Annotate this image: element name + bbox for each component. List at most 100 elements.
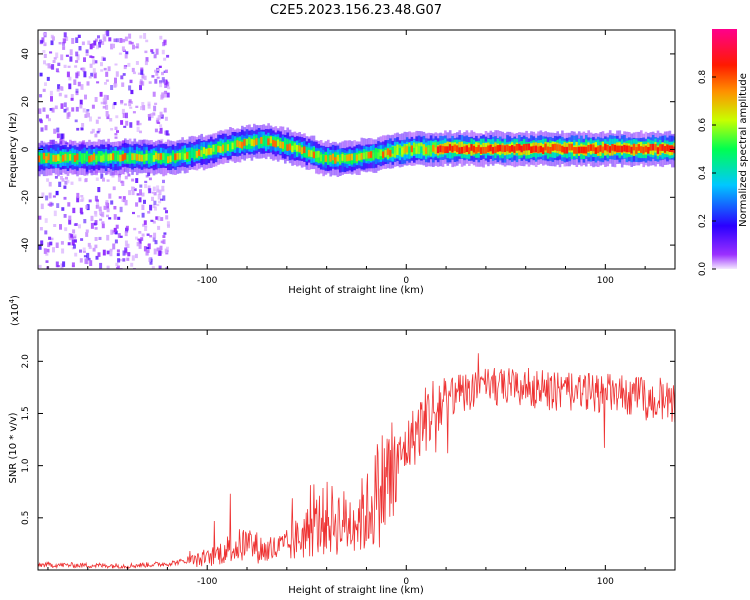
heatmap-noise-cell [48,192,52,199]
heatmap-noise-cell [87,40,91,45]
heatmap-ridge-cell [613,144,617,152]
heatmap-ridge-cell [587,145,590,152]
heatmap-noise-cell [51,64,55,70]
y-tick-label: -20 [21,190,31,205]
heatmap-ridge-cell [597,146,600,154]
heatmap-ridge-cell [284,143,287,151]
heatmap-noise-cell [156,76,160,79]
heatmap-noise-cell [94,133,98,138]
heatmap-ridge-cell [671,145,674,153]
heatmap-noise-cell [158,265,162,269]
heatmap-ridge-cell [537,146,540,154]
heatmap-ridge-cell [420,146,423,154]
heatmap-noise-cell [106,179,110,182]
colorbar-tick-label: 0.4 [698,166,708,181]
heatmap-noise-cell [84,178,88,182]
heatmap-noise-cell [117,216,121,220]
heatmap-noise-cell [78,177,82,182]
heatmap-noise-cell [99,262,103,269]
heatmap-noise-cell [130,41,134,45]
heatmap-ridge-cell [157,153,160,161]
heatmap-ridge-cell [269,136,273,144]
heatmap-noise-cell [143,246,147,252]
heatmap-ridge-cell [66,154,70,162]
heatmap-noise-cell [110,200,114,205]
heatmap-ridge-cell [276,139,280,147]
heatmap-ridge-cell [482,147,485,154]
heatmap-noise-cell [63,102,67,107]
heatmap-noise-cell [60,241,64,245]
x-tick-label: -100 [197,577,218,587]
heatmap-noise-cell [129,122,133,128]
heatmap-noise-cell [123,103,127,106]
heatmap-noise-cell [102,177,105,182]
heatmap-noise-cell [65,36,69,41]
heatmap-noise-cell [50,237,54,241]
heatmap-noise-cell [106,208,110,213]
heatmap-ridge-cell [651,143,655,151]
heatmap-ridge-cell [604,143,607,151]
heatmap-ridge-cell [494,146,497,154]
heatmap-ridge-cell [663,146,667,153]
heatmap-noise-cell [161,185,165,190]
heatmap-noise-cell [136,120,140,126]
heatmap-noise-cell [157,225,161,230]
heatmap-noise-cell [47,63,51,69]
heatmap-ridge-cell [298,145,301,153]
heatmap-noise-cell [165,215,169,220]
y-tick-label: 20 [21,96,31,108]
heatmap-ridge-cell [341,154,344,161]
heatmap-ridge-cell [202,147,206,154]
heatmap-noise-cell [58,181,62,187]
heatmap-noise-cell [96,44,99,50]
heatmap-noise-cell [77,81,81,87]
heatmap-ridge-cell [573,147,576,154]
heatmap-noise-cell [132,44,135,50]
heatmap-noise-cell [56,127,60,133]
heatmap-noise-cell [136,43,140,49]
heatmap-noise-cell [118,258,122,262]
heatmap-noise-cell [55,68,59,72]
heatmap-noise-cell [79,99,83,105]
heatmap-noise-cell [135,202,139,207]
heatmap-noise-cell [152,204,156,209]
heatmap-ridge-cell [451,145,454,153]
heatmap-noise-cell [52,60,56,63]
heatmap-noise-cell [97,252,101,257]
heatmap-ridge-cell [346,154,349,162]
heatmap-noise-cell [141,73,145,79]
heatmap-noise-cell [72,207,76,214]
heatmap-noise-cell [71,242,75,246]
heatmap-noise-cell [85,205,89,210]
heatmap-ridge-cell [329,155,332,162]
heatmap-noise-cell [39,119,43,124]
heatmap-noise-cell [98,41,101,48]
heatmap-ridge-cell [243,139,246,146]
heatmap-noise-cell [115,262,119,267]
heatmap-ridge-cell [432,144,435,152]
heatmap-noise-cell [113,38,117,43]
heatmap-noise-cell [80,238,84,241]
heatmap-ridge-cell [379,149,383,157]
heatmap-noise-cell [118,52,122,55]
heatmap-ridge-cell [274,140,278,148]
heatmap-noise-cell [115,115,119,119]
heatmap-noise-cell [46,178,50,182]
heatmap-noise-cell [112,243,116,250]
heatmap-noise-cell [101,221,105,224]
heatmap-noise-cell [63,196,67,200]
heatmap-noise-cell [165,69,168,73]
heatmap-ridge-cell [608,146,612,153]
heatmap-ridge-cell [534,145,538,153]
heatmap-noise-cell [158,200,162,204]
heatmap-noise-cell [53,224,57,227]
heatmap-ridge-cell [317,150,321,158]
heatmap-noise-cell [76,54,80,61]
heatmap-ridge-cell [241,141,244,149]
heatmap-noise-cell [148,81,152,84]
heatmap-ridge-cell [398,148,402,155]
heatmap-ridge-cell [391,146,395,154]
heatmap-ridge-cell [465,145,469,152]
spectrogram-x-label: Height of straight line (km) [288,285,424,296]
heatmap-ridge-cell [296,144,299,152]
